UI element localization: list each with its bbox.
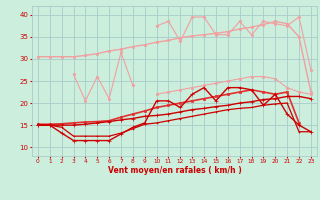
- X-axis label: Vent moyen/en rafales ( km/h ): Vent moyen/en rafales ( km/h ): [108, 166, 241, 175]
